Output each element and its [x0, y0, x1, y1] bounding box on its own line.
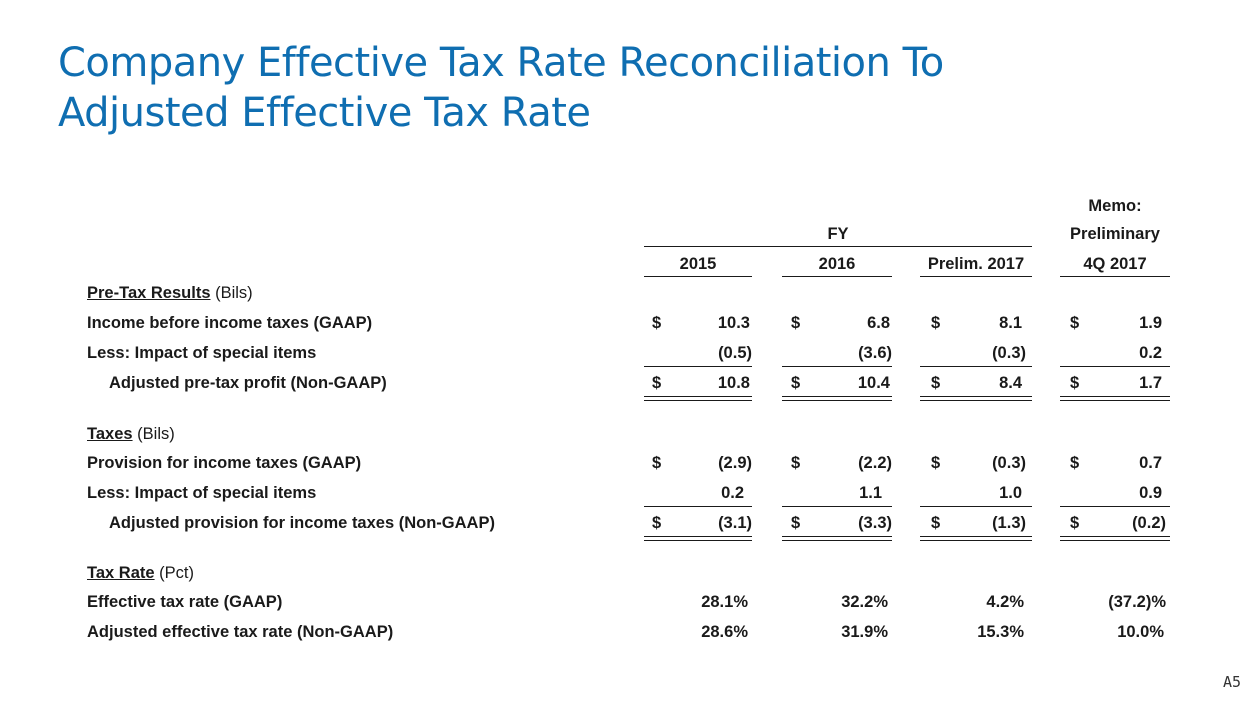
dollar-sign: $: [652, 374, 662, 392]
memo-label: Memo:: [1088, 197, 1142, 215]
tax-rate-section-heading: Tax Rate (Pct): [87, 563, 194, 583]
col-header-rule-2016: [782, 276, 892, 277]
value-2015: 28.1%: [701, 593, 748, 611]
value-2016: (3.6): [858, 344, 892, 362]
value-prelim-2017: (0.3): [992, 454, 1026, 472]
value-2016: 31.9%: [841, 623, 888, 641]
total-double-rule: [782, 536, 892, 541]
fy-header-rule: [644, 246, 1032, 247]
col-header-prelim-2017: Prelim. 2017: [927, 255, 1025, 273]
tax-rate-heading-text: Tax Rate: [87, 564, 155, 582]
preliminary-label: Preliminary: [1070, 225, 1160, 243]
value-prelim-2017: 15.3%: [977, 623, 1024, 641]
dollar-sign: $: [652, 514, 662, 532]
fy-label: FY: [827, 225, 849, 243]
value-prelim-2017: 8.4: [999, 374, 1022, 392]
value-prelim-2017: 1.0: [999, 484, 1022, 502]
value-4q-2017: (0.2): [1132, 514, 1166, 532]
value-2016: 10.4: [857, 374, 890, 392]
value-2016: (3.3): [858, 514, 892, 532]
subtotal-rule: [782, 506, 892, 507]
subtotal-rule: [920, 506, 1032, 507]
value-2016: 32.2%: [841, 593, 888, 611]
row-label: Income before income taxes (GAAP): [87, 314, 373, 332]
value-2015: 0.2: [721, 484, 744, 502]
row-label: Effective tax rate (GAAP): [87, 593, 283, 611]
dollar-sign: $: [652, 314, 662, 332]
page-title: Company Effective Tax Rate Reconciliatio…: [58, 38, 1158, 138]
row-label: Less: Impact of special items: [87, 484, 317, 502]
total-double-rule: [920, 536, 1032, 541]
dollar-sign: $: [931, 454, 941, 472]
col-header-4q-2017: 4Q 2017: [1083, 255, 1147, 273]
row-label: Less: Impact of special items: [87, 344, 317, 362]
value-2015: 10.3: [717, 314, 750, 332]
tax-rate-unit: (Pct): [159, 564, 194, 582]
value-prelim-2017: (0.3): [992, 344, 1026, 362]
value-prelim-2017: (1.3): [992, 514, 1026, 532]
pretax-heading-text: Pre-Tax Results: [87, 284, 211, 302]
total-double-rule: [920, 396, 1032, 401]
col-header-2016: 2016: [818, 255, 856, 273]
dollar-sign: $: [931, 374, 941, 392]
row-label: Adjusted provision for income taxes (Non…: [109, 514, 495, 532]
dollar-sign: $: [931, 314, 941, 332]
title-line-2: Adjusted Effective Tax Rate: [58, 90, 591, 136]
col-header-rule-2015: [644, 276, 752, 277]
dollar-sign: $: [791, 314, 801, 332]
value-prelim-2017: 4.2%: [986, 593, 1024, 611]
col-header-rule-prelim-2017: [920, 276, 1032, 277]
dollar-sign: $: [1070, 374, 1080, 392]
pretax-section-heading: Pre-Tax Results (Bils): [87, 283, 253, 303]
subtotal-rule: [782, 366, 892, 367]
value-2016: (2.2): [858, 454, 892, 472]
subtotal-rule: [644, 506, 752, 507]
value-4q-2017: 0.7: [1139, 454, 1162, 472]
pretax-unit: (Bils): [215, 284, 253, 302]
dollar-sign: $: [1070, 454, 1080, 472]
subtotal-rule: [644, 366, 752, 367]
row-label: Provision for income taxes (GAAP): [87, 454, 362, 472]
subtotal-rule: [1060, 506, 1170, 507]
value-2016: 6.8: [867, 314, 890, 332]
dollar-sign: $: [791, 454, 801, 472]
value-prelim-2017: 8.1: [999, 314, 1022, 332]
row-label: Adjusted effective tax rate (Non-GAAP): [87, 623, 394, 641]
dollar-sign: $: [791, 374, 801, 392]
title-line-1: Company Effective Tax Rate Reconciliatio…: [58, 40, 944, 86]
value-4q-2017: 1.9: [1139, 314, 1162, 332]
value-2015: 10.8: [717, 374, 750, 392]
col-header-rule-4q-2017: [1060, 276, 1170, 277]
value-2015: (2.9): [718, 454, 752, 472]
value-4q-2017: 0.9: [1139, 484, 1162, 502]
value-4q-2017: (37.2)%: [1108, 593, 1166, 611]
total-double-rule: [644, 396, 752, 401]
total-double-rule: [1060, 396, 1170, 401]
subtotal-rule: [1060, 366, 1170, 367]
total-double-rule: [644, 536, 752, 541]
value-4q-2017: 10.0%: [1117, 623, 1164, 641]
total-double-rule: [1060, 536, 1170, 541]
total-double-rule: [782, 396, 892, 401]
col-header-2015: 2015: [679, 255, 717, 273]
value-4q-2017: 0.2: [1139, 344, 1162, 362]
dollar-sign: $: [1070, 314, 1080, 332]
subtotal-rule: [920, 366, 1032, 367]
value-2016: 1.1: [859, 484, 882, 502]
taxes-unit: (Bils): [137, 425, 175, 443]
value-2015: 28.6%: [701, 623, 748, 641]
value-2015: (0.5): [718, 344, 752, 362]
dollar-sign: $: [1070, 514, 1080, 532]
dollar-sign: $: [931, 514, 941, 532]
taxes-heading-text: Taxes: [87, 425, 133, 443]
page-number: A5: [1222, 673, 1241, 691]
taxes-section-heading: Taxes (Bils): [87, 424, 175, 444]
row-label: Adjusted pre-tax profit (Non-GAAP): [109, 374, 387, 392]
value-2015: (3.1): [718, 514, 752, 532]
value-4q-2017: 1.7: [1139, 374, 1162, 392]
dollar-sign: $: [652, 454, 662, 472]
dollar-sign: $: [791, 514, 801, 532]
